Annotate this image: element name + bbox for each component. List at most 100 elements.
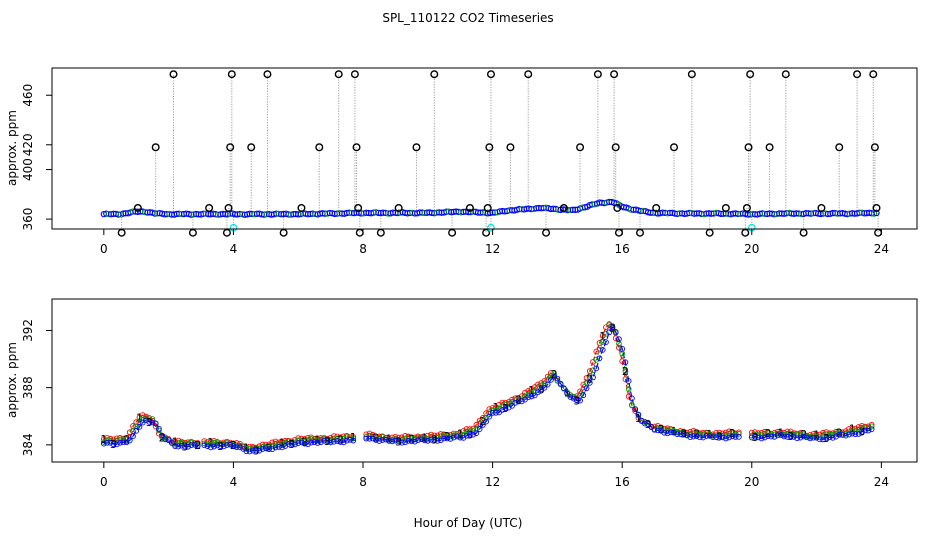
spike-point — [576, 143, 585, 152]
spike-point — [224, 203, 233, 212]
series-2-point — [755, 432, 762, 439]
series-1-point — [658, 424, 664, 431]
series-1-point — [305, 434, 311, 441]
series-2-label: 2 — [194, 439, 201, 452]
series-3-point — [645, 421, 651, 428]
series-2-label: 2 — [586, 372, 593, 385]
series-1-label: 1 — [564, 387, 571, 400]
series-2-point — [308, 436, 315, 442]
series-3-label: 3 — [110, 438, 117, 451]
series-3-point — [211, 443, 217, 450]
series-3-point — [104, 439, 110, 446]
series-3-point — [836, 431, 843, 438]
top-y-tick-label: 460 — [21, 84, 35, 107]
series-3-label: 3 — [573, 394, 580, 407]
series-3-point — [642, 420, 648, 427]
series-2-point — [483, 414, 489, 421]
series-3-point — [253, 447, 259, 454]
series-3-point — [616, 336, 622, 342]
series-2-point — [596, 346, 603, 353]
series-1-label: 1 — [314, 433, 321, 446]
series-1-point — [483, 410, 489, 416]
series-1-point — [139, 412, 146, 418]
spike-point — [872, 203, 881, 212]
series-2-label: 2 — [658, 423, 665, 436]
spike-point — [746, 70, 755, 79]
spike-point — [169, 70, 178, 79]
series-3-point — [797, 434, 804, 441]
series-3-point — [447, 435, 454, 442]
series-2-point — [862, 424, 869, 431]
series-3-point — [224, 442, 230, 448]
series-3-point — [625, 378, 632, 384]
series-3-point — [622, 359, 629, 366]
series-3-point — [862, 427, 869, 434]
series-2-point — [496, 405, 502, 412]
series-3-point — [269, 446, 276, 452]
series-3-point — [169, 440, 175, 446]
series-3-point — [424, 437, 431, 444]
spike-point — [263, 70, 272, 79]
spike-point — [352, 143, 361, 152]
series-1-label: 1 — [385, 433, 392, 446]
series-2-label: 2 — [479, 415, 486, 428]
series-3-point — [441, 435, 447, 442]
figure-title: SPL_110122 CO2 Timeseries — [382, 11, 553, 25]
series-3-point — [787, 433, 794, 440]
spike-point — [652, 203, 661, 212]
series-2-point — [570, 393, 577, 400]
series-1-point — [467, 426, 473, 432]
series-3-point — [279, 444, 285, 451]
series-2-point — [327, 437, 334, 444]
series-3-point — [162, 436, 169, 443]
series-3-point — [632, 406, 638, 413]
series-3-point — [418, 436, 425, 443]
series-3-point — [609, 324, 616, 331]
spike-point — [744, 143, 753, 152]
series-1-point — [486, 406, 493, 412]
series-2-label: 2 — [515, 394, 522, 407]
bottom-x-axis: 0 4 8 12 16 20 24 — [100, 461, 889, 489]
series-3-point — [677, 431, 684, 438]
series-1-point — [113, 435, 120, 442]
series-1-point — [723, 429, 729, 436]
series-3-point — [243, 448, 250, 455]
series-3-point — [172, 443, 178, 450]
series-1-point — [577, 388, 583, 395]
series-1-point — [518, 393, 525, 399]
series-3-point — [638, 417, 645, 424]
series-1-point — [437, 431, 444, 437]
series-3-point — [794, 435, 800, 442]
series-3-point — [544, 381, 551, 388]
series-3-point — [473, 430, 480, 436]
top-x-tick-label: 20 — [744, 242, 759, 256]
spike-point — [297, 203, 306, 212]
series-3-point — [761, 434, 768, 441]
series-3-point — [651, 426, 658, 433]
series-3-point — [389, 438, 396, 445]
series-1-point — [710, 431, 716, 438]
series-3-point — [713, 434, 719, 440]
spike-point — [205, 203, 214, 212]
series-2-point — [415, 434, 421, 441]
top-x-axis: 0 4 8 12 16 20 24 — [100, 228, 889, 256]
series-3-point — [340, 439, 347, 446]
series-2-point — [515, 396, 522, 403]
series-3-point — [467, 431, 473, 438]
series-2-point — [292, 439, 298, 446]
series-2-point — [697, 431, 703, 438]
series-1-point — [583, 375, 590, 381]
series-2-label: 2 — [301, 436, 308, 449]
series-1-point — [622, 376, 629, 383]
spike-point — [485, 143, 494, 152]
series-3-point — [693, 433, 700, 439]
series-3-point — [266, 446, 272, 452]
series-2-point — [476, 420, 483, 427]
series-3-point — [654, 427, 661, 434]
series-2-point — [554, 377, 561, 384]
series-1-point — [509, 396, 515, 403]
series-1-point — [470, 425, 477, 432]
series-3-point — [765, 433, 771, 439]
